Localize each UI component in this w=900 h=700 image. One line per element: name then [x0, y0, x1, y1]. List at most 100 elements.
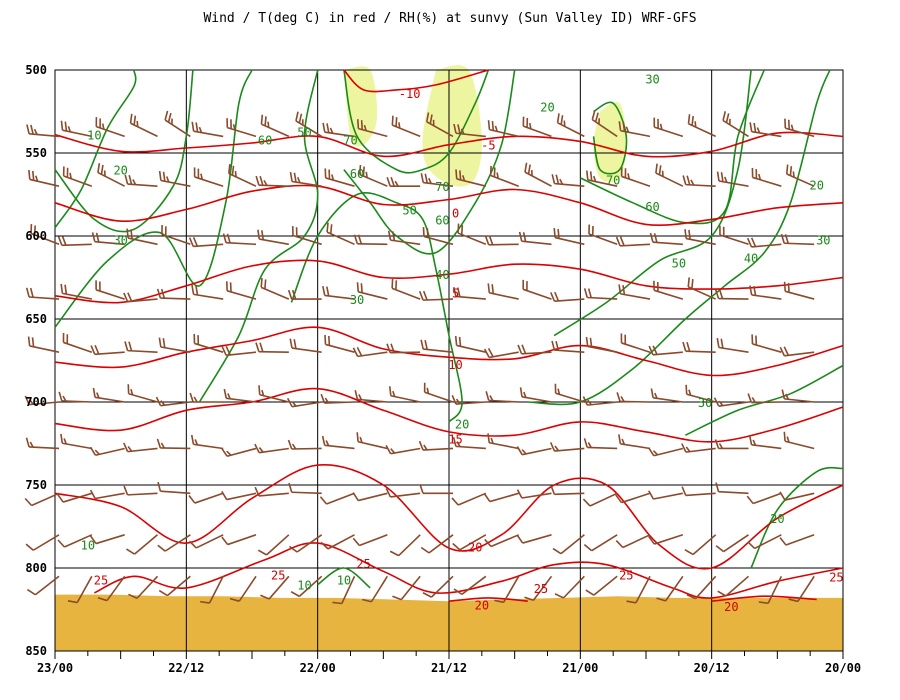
wind-barb-flag [56, 493, 64, 503]
temperature-contour-label: 10 [448, 358, 462, 372]
wind-barb [124, 174, 158, 187]
wind-barb [653, 117, 684, 138]
wind-barb-flag [29, 287, 34, 298]
wind-barb-flag [188, 540, 197, 549]
wind-barb-flag [221, 346, 227, 356]
wind-barb [129, 113, 158, 138]
wind-barb [386, 176, 421, 187]
wind-barb [591, 110, 618, 138]
wind-barb-flag [523, 391, 527, 398]
wind-barb [453, 123, 486, 138]
wind-barb-flag [758, 601, 769, 605]
wind-barb-flag [157, 481, 162, 492]
wind-barb-flag [352, 347, 359, 357]
wind-barb [193, 333, 224, 353]
wind-barb-staff [358, 492, 388, 502]
wind-barb-flag [455, 398, 461, 405]
wind-barb [387, 230, 421, 246]
wind-barb [225, 281, 257, 300]
wind-barb-staff [226, 397, 257, 403]
wind-barb-staff [784, 398, 815, 403]
wind-barb-flag [291, 401, 297, 407]
wind-barb [746, 237, 782, 248]
wind-barb [616, 392, 651, 403]
wind-barb-flag [749, 122, 753, 132]
wind-barb-flag [229, 597, 240, 602]
wind-barb [747, 534, 782, 550]
wind-barb-staff [390, 394, 421, 403]
wind-barb-staff [524, 171, 552, 187]
wind-barb-staff [327, 534, 355, 550]
wind-barb [451, 492, 487, 506]
wind-barb-flag [288, 482, 293, 493]
wind-barb [585, 575, 618, 596]
wind-barb-staff [30, 232, 60, 246]
wind-barb-flag [89, 535, 97, 545]
wind-barb [751, 334, 782, 353]
wind-barb-flag [681, 443, 687, 453]
wind-barb-flag [162, 338, 166, 348]
wind-barb-flag [592, 175, 597, 182]
wind-barb-flag [756, 127, 761, 134]
wind-barb-flag [716, 338, 720, 348]
wind-barb [191, 121, 224, 138]
wind-barb-flag [365, 171, 368, 178]
wind-barb-flag [424, 173, 428, 184]
wind-barb-flag [587, 399, 592, 406]
wind-barb-staff [34, 575, 60, 596]
wind-barb-flag [69, 172, 72, 179]
y-tick-label: 750 [25, 478, 47, 492]
wind-barb [451, 395, 486, 405]
wind-barb-flag [226, 450, 232, 456]
wind-barb-flag [784, 234, 789, 244]
wind-barb [549, 442, 585, 452]
wind-barb-flag [783, 281, 786, 292]
wind-barb-staff [106, 575, 126, 602]
wind-barb-flag [684, 548, 694, 556]
wind-barb-flag [29, 399, 34, 405]
temperature-contour-20 [448, 597, 528, 602]
rh-contour-10 [317, 567, 371, 589]
wind-barb [422, 575, 454, 598]
wind-barb-staff [370, 575, 389, 603]
wind-barb-staff [392, 124, 421, 138]
wind-barb [221, 490, 257, 501]
wind-barb [615, 236, 651, 247]
wind-barb-flag [319, 496, 328, 505]
wind-barb [90, 344, 125, 356]
wind-barb-staff [390, 492, 421, 498]
wind-barb-flag [136, 120, 139, 127]
wind-barb-staff [291, 347, 322, 353]
wind-barb [60, 120, 92, 138]
wind-barb-staff [357, 242, 388, 246]
wind-barb-flag [491, 284, 495, 294]
wind-barb [585, 170, 618, 187]
wind-barb-staff [455, 132, 486, 138]
wind-barb-staff [423, 235, 454, 246]
wind-barb [420, 339, 454, 353]
wind-barb-flag [26, 124, 30, 134]
wind-barb-staff [619, 400, 651, 403]
wind-barb-flag [747, 541, 756, 549]
wind-barb-staff [653, 447, 684, 457]
wind-barb-staff [31, 492, 60, 507]
rh-contour-label: 30 [645, 72, 659, 86]
wind-barb-flag [423, 444, 428, 451]
wind-barb [687, 277, 716, 300]
wind-barb-flag [352, 492, 359, 501]
temperature-contour-label: 20 [475, 599, 489, 613]
wind-barb-flag [358, 164, 362, 175]
wind-barb [483, 492, 519, 503]
wind-barb-staff [160, 179, 191, 187]
wind-barb-staff [160, 346, 191, 353]
wind-barb-staff [490, 534, 519, 548]
wind-barb-flag [226, 233, 231, 244]
wind-barb-staff [160, 490, 191, 495]
wind-barb [487, 120, 519, 138]
wind-barb-flag [287, 439, 293, 450]
wind-barb-flag [385, 488, 392, 498]
wind-barb-staff [588, 233, 618, 246]
wind-barb-flag [583, 544, 593, 552]
wind-barb-flag [27, 336, 31, 347]
wind-barb [322, 122, 355, 138]
